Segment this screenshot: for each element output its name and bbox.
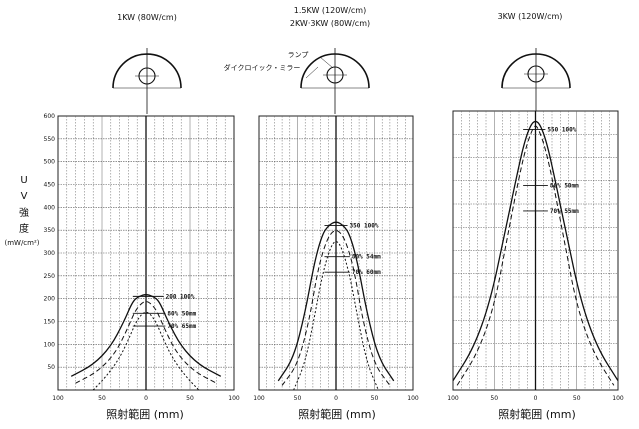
y-tick-label: 250	[44, 273, 56, 280]
x-tick-label: 0	[334, 395, 338, 402]
series-line-2	[456, 125, 615, 386]
x-tick-label: 50	[98, 395, 106, 402]
lamp-diagram-1	[112, 48, 182, 114]
chart-1-title: 1KW (80W/cm)	[117, 13, 177, 22]
annotation-label: 70% 55mm	[550, 208, 579, 215]
x-tick-label: 50	[490, 395, 498, 402]
y-axis-unit: (mW/cm²)	[4, 239, 39, 247]
annotation-label: 70% 65mm	[167, 323, 196, 330]
x-tick-label: 50	[573, 395, 581, 402]
x-tick-label: 100	[253, 395, 265, 402]
x-tick-label: 50	[294, 395, 302, 402]
annotation-label: 70% 60mm	[352, 269, 381, 276]
annotation-label: 80% 54mm	[352, 254, 381, 261]
series-line-1	[452, 120, 619, 382]
chart-1-xlabel: 照射範囲 (mm)	[106, 407, 184, 421]
x-tick-label: 100	[612, 395, 624, 402]
series-line-2	[281, 230, 391, 386]
y-tick-label: 400	[44, 204, 56, 211]
series-line-3	[92, 311, 200, 391]
annotation-label: 350 100%	[350, 223, 379, 230]
x-tick-label: 0	[534, 395, 538, 402]
chart-2-subtitle: 2KW·3KW (80W/cm)	[290, 19, 370, 28]
x-tick-label: 0	[144, 395, 148, 402]
chart-panel-1-5kw: 100 50 0 50 100 350 100% 80% 54mm 70% 60mm	[253, 115, 419, 402]
annotation-label: 80% 50mm	[550, 182, 579, 189]
y-axis-label-4: 度	[19, 222, 29, 235]
y-tick-label: 200	[44, 296, 56, 303]
lamp-label: ランプ	[288, 51, 309, 59]
y-tick-label: 100	[44, 341, 56, 348]
y-tick-label: 550	[44, 136, 56, 143]
y-tick-label: 300	[44, 250, 56, 257]
y-axis-label-2: V	[21, 191, 28, 202]
series-line-3	[293, 241, 379, 391]
y-tick-label: 600	[44, 113, 56, 120]
chart-3-xlabel: 照射範囲 (mm)	[498, 407, 576, 421]
y-axis-label-1: U	[20, 175, 27, 186]
x-tick-label: 100	[407, 395, 419, 402]
y-tick-label: 450	[44, 182, 56, 189]
x-tick-label: 50	[186, 395, 194, 402]
x-tick-label: 100	[52, 395, 64, 402]
annotation-label: 200 100%	[166, 293, 195, 300]
x-tick-label: 100	[228, 395, 240, 402]
annotation-label: 550 100%	[547, 127, 576, 134]
lamp-diagram-2	[300, 48, 370, 114]
chart-2-xlabel: 照射範囲 (mm)	[298, 407, 376, 421]
chart-2-title: 1.5KW (120W/cm)	[294, 6, 366, 15]
chart-3-title: 3KW (120W/cm)	[498, 12, 563, 21]
series-line-1	[70, 294, 222, 377]
y-tick-label: 350	[44, 227, 56, 234]
y-axis-label-3: 強	[19, 206, 29, 219]
y-tick-label: 150	[44, 319, 56, 326]
lamp-diagram-3	[501, 48, 571, 114]
series-line-1	[277, 221, 395, 382]
y-tick-label: 500	[44, 159, 56, 166]
x-tick-label: 100	[447, 395, 459, 402]
annotation-label: 80% 50mm	[167, 310, 196, 317]
mirror-label: ダイクロイック・ミラー	[224, 63, 301, 72]
chart-panel-3kw: 100 50 0 50 100 550 100% 80% 50mm 70% 55mm	[447, 110, 624, 402]
x-tick-label: 50	[371, 395, 379, 402]
y-tick-label: 50	[47, 364, 55, 371]
